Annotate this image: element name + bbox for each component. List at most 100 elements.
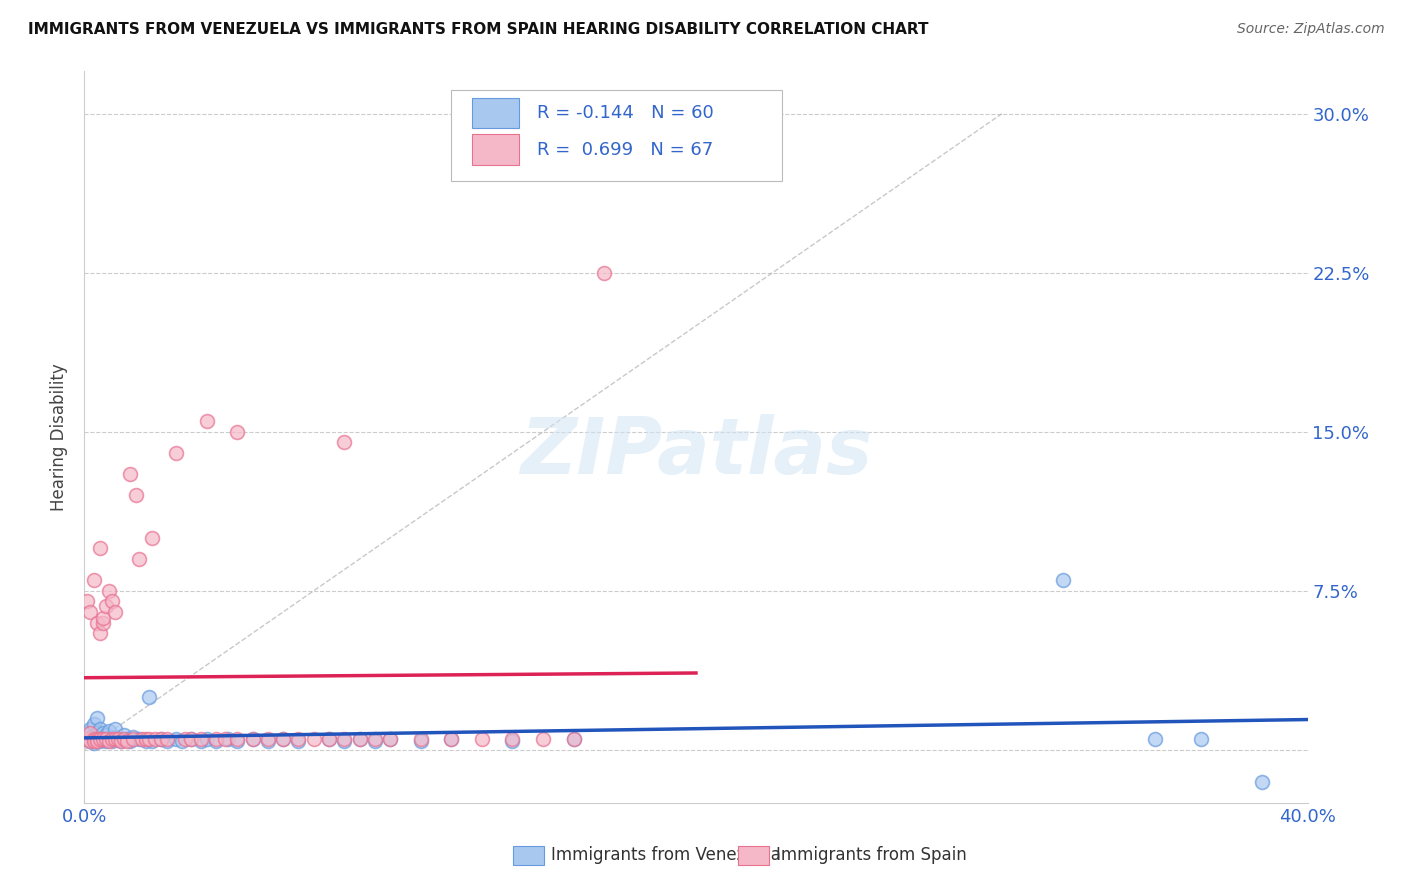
Point	[205, 732, 228, 747]
Point	[94, 732, 117, 747]
Point	[91, 732, 114, 747]
Point	[1189, 732, 1212, 747]
Point	[89, 722, 111, 736]
Point	[97, 732, 120, 747]
Point	[364, 732, 387, 747]
Point	[205, 734, 228, 748]
Point	[190, 732, 212, 747]
Point	[1052, 573, 1074, 587]
Point	[122, 730, 145, 744]
Point	[97, 583, 120, 598]
Text: IMMIGRANTS FROM VENEZUELA VS IMMIGRANTS FROM SPAIN HEARING DISABILITY CORRELATIO: IMMIGRANTS FROM VENEZUELA VS IMMIGRANTS …	[28, 22, 928, 37]
Point	[79, 730, 101, 744]
Point	[131, 732, 153, 747]
Point	[409, 732, 432, 747]
Point	[180, 732, 202, 747]
Point	[115, 734, 138, 748]
Point	[502, 732, 524, 747]
Point	[79, 722, 101, 736]
Point	[83, 736, 105, 750]
Point	[86, 732, 108, 747]
Point	[195, 732, 218, 747]
Point	[101, 734, 124, 748]
Point	[190, 734, 212, 748]
Point	[104, 722, 127, 736]
Point	[149, 732, 172, 747]
FancyBboxPatch shape	[451, 90, 782, 181]
Point	[83, 734, 105, 748]
Bar	[472, 98, 519, 128]
Point	[593, 266, 616, 280]
Point	[257, 732, 280, 747]
Point	[562, 732, 585, 747]
Point	[287, 734, 309, 748]
Text: Source: ZipAtlas.com: Source: ZipAtlas.com	[1237, 22, 1385, 37]
Point	[318, 732, 340, 747]
Point	[79, 726, 101, 740]
Point	[83, 573, 105, 587]
Point	[120, 734, 142, 748]
Point	[502, 734, 524, 748]
Point	[242, 732, 264, 747]
Point	[271, 732, 294, 747]
Point	[195, 414, 218, 428]
Point	[91, 732, 114, 747]
Point	[128, 732, 150, 747]
Point	[91, 615, 114, 630]
Point	[562, 732, 585, 747]
Point	[333, 734, 356, 748]
Point	[76, 594, 98, 608]
Point	[104, 732, 127, 747]
Point	[440, 732, 463, 747]
Point	[165, 446, 187, 460]
Point	[214, 732, 236, 747]
Point	[83, 717, 105, 731]
Point	[180, 732, 202, 747]
Point	[165, 732, 187, 747]
Text: R = -0.144   N = 60: R = -0.144 N = 60	[537, 104, 714, 122]
Point	[79, 734, 101, 748]
Text: ZIPatlas: ZIPatlas	[520, 414, 872, 490]
Point	[149, 732, 172, 747]
Point	[1250, 774, 1272, 789]
Point	[76, 732, 98, 747]
Point	[83, 728, 105, 742]
Point	[226, 734, 249, 748]
Point	[138, 732, 160, 747]
Point	[125, 488, 148, 502]
Point	[128, 552, 150, 566]
Point	[79, 605, 101, 619]
Text: Immigrants from Spain: Immigrants from Spain	[776, 847, 967, 864]
Point	[380, 732, 402, 747]
Y-axis label: Hearing Disability: Hearing Disability	[51, 363, 69, 511]
Point	[440, 732, 463, 747]
Point	[349, 732, 371, 747]
Point	[138, 690, 160, 704]
Point	[91, 611, 114, 625]
Point	[141, 734, 163, 748]
Point	[107, 732, 129, 747]
Point	[143, 732, 166, 747]
Point	[115, 732, 138, 747]
Point	[257, 734, 280, 748]
Bar	[472, 135, 519, 165]
Point	[112, 728, 135, 742]
Point	[101, 732, 124, 747]
Point	[94, 728, 117, 742]
Point	[110, 734, 132, 748]
Point	[110, 734, 132, 748]
Point	[86, 734, 108, 748]
Point	[91, 726, 114, 740]
Point	[156, 732, 179, 747]
Point	[302, 732, 325, 747]
Point	[86, 711, 108, 725]
Point	[271, 732, 294, 747]
Point	[172, 734, 194, 748]
Point	[83, 732, 105, 747]
Point	[86, 732, 108, 747]
Point	[104, 605, 127, 619]
Point	[333, 435, 356, 450]
Point	[89, 734, 111, 748]
Point	[104, 730, 127, 744]
Point	[409, 734, 432, 748]
